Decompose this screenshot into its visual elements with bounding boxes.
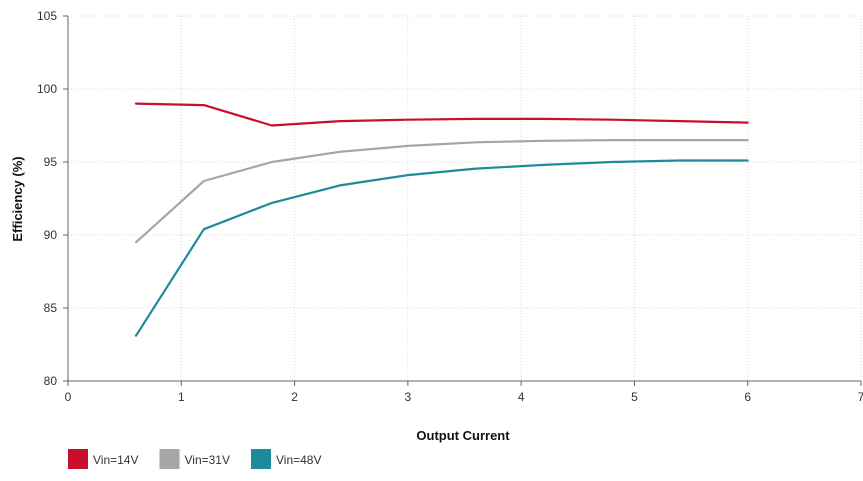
legend-label: Vin=14V [93, 453, 139, 467]
series-lines [134, 102, 749, 337]
series-line-vin-48v [134, 159, 749, 337]
legend-label: Vin=31V [185, 453, 231, 467]
y-tick-label: 85 [44, 301, 58, 315]
legend: Vin=14V Vin=31V Vin=48V [68, 449, 322, 469]
x-tick-label: 0 [65, 390, 72, 404]
legend-swatch [68, 449, 88, 469]
x-axis-title: Output Current [416, 428, 510, 443]
x-tick-label: 3 [405, 390, 412, 404]
legend-item-vin-14v[interactable]: Vin=14V [68, 449, 139, 469]
y-tick-label: 105 [37, 9, 57, 23]
y-tick-label: 100 [37, 82, 57, 96]
legend-item-vin-48v[interactable]: Vin=48V [251, 449, 322, 469]
y-tick-label: 95 [44, 155, 58, 169]
x-tick-label: 7 [858, 390, 863, 404]
legend-swatch [251, 449, 271, 469]
series-line-vin-31v [134, 139, 749, 244]
legend-item-vin-31v[interactable]: Vin=31V [159, 449, 231, 469]
x-tick-label: 5 [631, 390, 638, 404]
legend-swatch [159, 449, 180, 469]
y-axis-title: Efficiency (%) [10, 156, 25, 241]
grid [68, 15, 862, 381]
x-tick-label: 4 [518, 390, 525, 404]
x-tick-label: 2 [291, 390, 298, 404]
axes [63, 15, 862, 386]
tick-labels: 80 85 90 95 100 105 0 1 2 3 4 5 6 7 [37, 9, 863, 404]
x-tick-label: 1 [178, 390, 185, 404]
series-line-vin-14v [134, 102, 749, 127]
y-tick-label: 80 [44, 374, 58, 388]
y-tick-label: 90 [44, 228, 58, 242]
legend-label: Vin=48V [276, 453, 322, 467]
x-tick-label: 6 [744, 390, 751, 404]
